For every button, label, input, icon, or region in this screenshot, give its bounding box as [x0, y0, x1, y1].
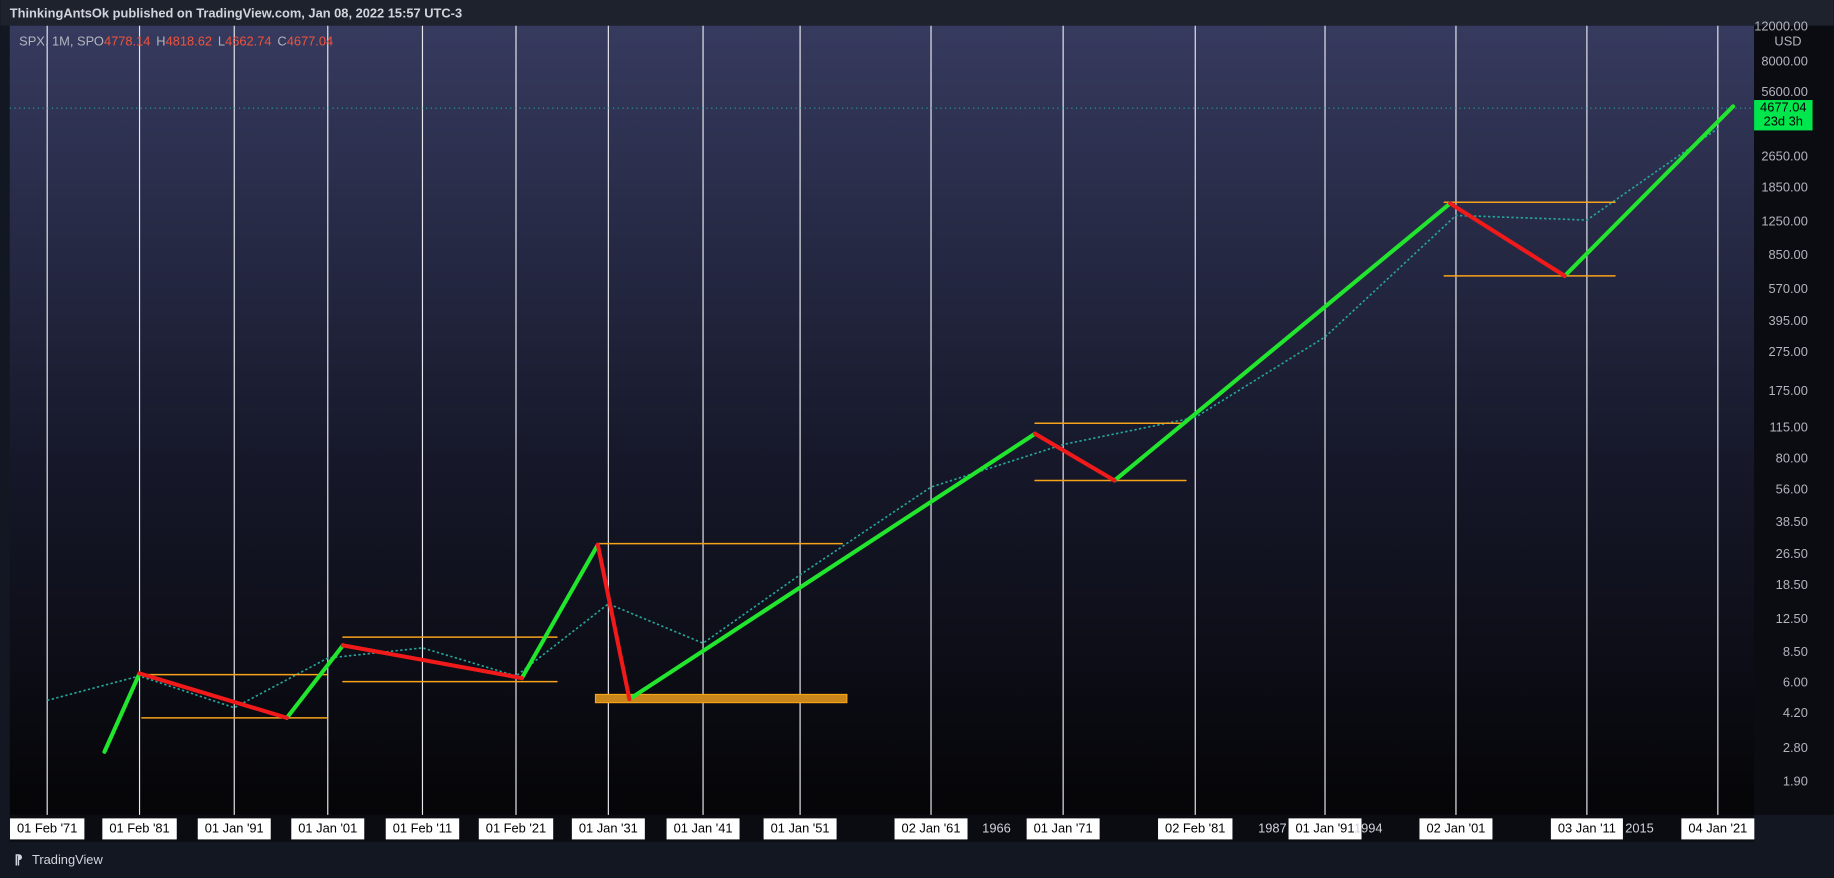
price-line	[46, 127, 1719, 709]
y-tick-label: 12.50	[1776, 611, 1808, 626]
y-tick-label: 1.90	[1783, 774, 1808, 789]
y-tick-label: 275.00	[1769, 344, 1808, 359]
up-leg	[1112, 201, 1453, 483]
y-tick-label: 18.50	[1776, 577, 1808, 592]
y-tick-label: 2650.00	[1761, 149, 1807, 164]
ohlc-key: H	[156, 33, 165, 48]
up-leg	[519, 542, 600, 681]
x-label-box	[385, 818, 460, 840]
x-label-box	[1550, 818, 1623, 840]
ohlc-value: 4778.14	[104, 33, 150, 48]
y-tick-label: 570.00	[1769, 281, 1808, 296]
x-tick-label: 03 Jan '11	[1558, 820, 1616, 835]
up-leg	[627, 431, 1038, 702]
x-tick-label: 01 Feb '21	[486, 820, 546, 835]
ohlc-value: 4677.04	[287, 33, 333, 48]
y-tick-label: 6.00	[1783, 674, 1808, 689]
legend-symbol: SPX, 1M, SP	[19, 33, 94, 48]
x-label-box	[571, 818, 645, 840]
y-tick-label: 5600.00	[1761, 84, 1807, 99]
x-minor-label: 1966	[982, 820, 1011, 835]
x-tick-label: 01 Jan '91	[1296, 820, 1355, 835]
x-tick-label: 01 Jan '51	[771, 820, 830, 835]
axis-unit: USD	[1774, 33, 1801, 48]
y-tick-label: 2.80	[1783, 740, 1808, 755]
down-leg	[137, 671, 289, 720]
x-label-box	[1158, 818, 1233, 840]
y-tick-label: 175.00	[1769, 383, 1808, 398]
y-tick-label: 8000.00	[1761, 53, 1807, 68]
footer: ⁋ TradingView	[14, 852, 103, 867]
y-tick-label: 4.20	[1783, 705, 1808, 720]
x-tick-label: 04 Jan '21	[1688, 820, 1747, 835]
x-label-box	[1419, 818, 1493, 840]
ohlc-key: O	[94, 33, 104, 48]
range-boxes	[141, 201, 1616, 719]
down-leg	[340, 643, 524, 681]
x-label-box	[197, 818, 271, 840]
publisher-line: ThinkingAntsOk published on TradingView.…	[10, 5, 462, 20]
footer-brand: TradingView	[32, 852, 103, 867]
x-label-box	[1026, 818, 1100, 840]
ohlc-key: C	[277, 33, 286, 48]
footer-logo: ⁋	[14, 852, 22, 867]
x-tick-label: 02 Jan '01	[1426, 820, 1485, 835]
x-label-box	[1288, 818, 1362, 840]
down-leg	[1448, 201, 1567, 278]
x-label-box	[478, 818, 554, 840]
x-tick-label: 01 Jan '01	[298, 820, 357, 835]
x-tick-label: 02 Jan '61	[902, 820, 961, 835]
header-bar	[0, 0, 1834, 26]
x-minor-label: 2015	[1625, 820, 1654, 835]
y-tick-label: 115.00	[1769, 419, 1807, 434]
y-tick-label: 80.00	[1776, 451, 1808, 466]
x-tick-label: 01 Jan '41	[674, 820, 733, 835]
x-label-box	[102, 818, 177, 840]
ohlc-value: 4818.62	[166, 33, 212, 48]
y-tick-label: 26.50	[1776, 546, 1808, 561]
y-tick-label: 56.00	[1776, 481, 1808, 496]
drawings	[102, 104, 1736, 754]
x-minor-label: 1994	[1354, 820, 1383, 835]
x-tick-label: 01 Feb '11	[393, 820, 452, 835]
x-tick-label: 01 Feb '71	[17, 820, 77, 835]
up-leg	[1562, 104, 1736, 278]
range-zone	[594, 693, 848, 704]
up-leg	[284, 643, 346, 720]
y-tick-label: 1850.00	[1761, 180, 1807, 195]
y-tick-label: 850.00	[1769, 247, 1808, 262]
x-tick-label: 01 Jan '71	[1034, 820, 1093, 835]
y-tick-label: 8.50	[1783, 644, 1808, 659]
y-tick-label: 38.50	[1776, 514, 1808, 529]
y-tick-label: 395.00	[1769, 313, 1808, 328]
x-minor-label: 1987	[1258, 820, 1287, 835]
y-tick-label: 12000.00	[1754, 18, 1808, 33]
y-tick-label: 1250.00	[1761, 213, 1807, 228]
ohlc-value: 4662.74	[225, 33, 271, 48]
vertical-grid	[46, 25, 1719, 815]
price-tag-countdown: 23d 3h	[1764, 114, 1803, 129]
x-label-box	[291, 818, 365, 840]
x-label-box	[763, 818, 837, 840]
x-label-box	[1681, 818, 1755, 840]
x-label-box	[666, 818, 740, 840]
x-tick-label: 02 Feb '81	[1165, 820, 1225, 835]
price-tag-value: 4677.04	[1760, 100, 1806, 115]
up-trend-lines	[102, 104, 1736, 754]
x-label-box	[894, 818, 968, 840]
x-tick-label: 01 Jan '31	[579, 820, 638, 835]
down-leg	[1033, 431, 1117, 483]
down-leg	[595, 542, 632, 702]
ohlc-key: L	[218, 33, 225, 48]
down-trend-lines	[137, 201, 1567, 720]
plot-area	[9, 25, 1755, 815]
price-tag	[1754, 100, 1813, 131]
up-leg	[102, 671, 142, 754]
x-tick-label: 01 Jan '91	[205, 820, 264, 835]
x-tick-label: 01 Feb '81	[109, 820, 169, 835]
price-axis	[1754, 25, 1834, 815]
x-label-box	[9, 818, 85, 840]
